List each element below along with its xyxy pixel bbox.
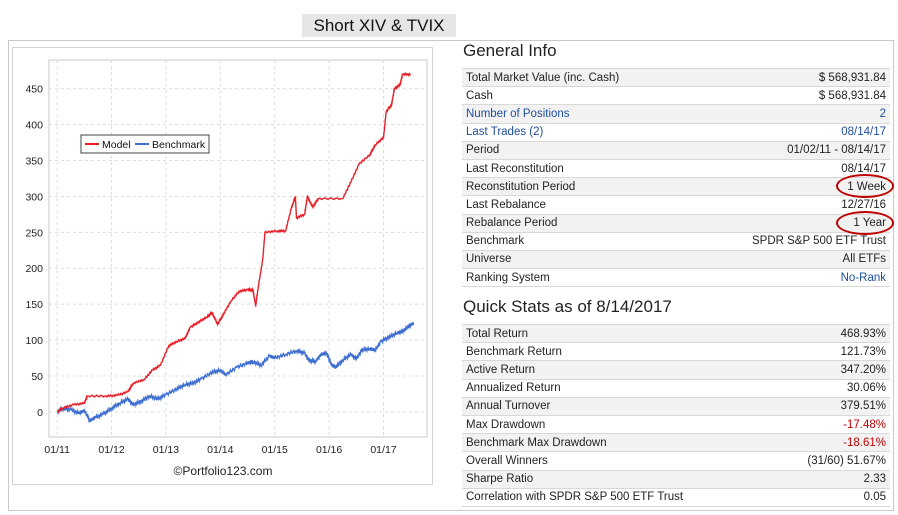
x-tick-label: 01/16 [316, 444, 342, 456]
info-label-overall-winners: Overall Winners [462, 451, 772, 470]
info-label-last-rebalance: Last Rebalance [462, 195, 690, 214]
info-label-max-drawdown: Max Drawdown [462, 414, 772, 434]
info-label-rebalance-period: Rebalance Period [462, 213, 690, 233]
info-row-total-market-value-inc-cash: Total Market Value (inc. Cash) $ 568,931.… [462, 67, 890, 87]
info-row-max-drawdown: Max Drawdown -17.48% [462, 414, 890, 434]
info-row-benchmark-return: Benchmark Return 121.73% [462, 342, 890, 361]
y-tick-label: 350 [25, 156, 43, 168]
x-tick-label: 01/13 [153, 444, 179, 456]
info-row-cash: Cash $ 568,931.84 [462, 86, 890, 105]
info-row-universe: Universe All ETFs [462, 249, 890, 269]
info-row-overall-winners: Overall Winners (31/60) 51.67% [462, 451, 890, 470]
x-tick-label: 01/14 [207, 444, 233, 456]
info-value-cash: $ 568,931.84 [689, 86, 890, 105]
x-tick-label: 01/15 [262, 444, 288, 456]
info-label-reconstitution-period: Reconstitution Period [462, 177, 690, 196]
info-row-correlation-with-spdr-s-p-500-etf-trust: Correlation with SPDR S&P 500 ETF Trust 0… [462, 487, 890, 507]
info-value-overall-winners: (31/60) 51.67% [771, 451, 890, 470]
info-label-benchmark-max-drawdown: Benchmark Max Drawdown [462, 433, 772, 452]
info-value-annual-turnover: 379.51% [771, 396, 890, 416]
series-line-benchmark [56, 322, 415, 424]
info-row-last-trades-2: Last Trades (2) 08/14/17 [462, 122, 890, 142]
info-row-last-reconstitution: Last Reconstitution 08/14/17 [462, 158, 890, 178]
plot-area [48, 59, 428, 438]
y-tick-label: 0 [37, 407, 43, 419]
info-label-last-reconstitution: Last Reconstitution [462, 158, 690, 178]
highlight-circle-reconstitution-period [836, 174, 894, 199]
legend-label-benchmark: Benchmark [152, 139, 206, 151]
series-line-model [56, 71, 412, 414]
info-row-last-rebalance: Last Rebalance 12/27/16 [462, 195, 890, 214]
x-tick-label: 01/12 [98, 444, 124, 456]
quick-stats-table: Total Return 468.93% Benchmark Return 121.7… [462, 323, 890, 507]
info-value-last-trades-2[interactable]: 08/14/17 [689, 122, 890, 142]
info-value-benchmark: SPDR S&P 500 ETF Trust [689, 231, 890, 251]
report-frame [8, 40, 894, 511]
info-value-benchmark-return: 121.73% [771, 342, 890, 361]
info-label-number-of-positions[interactable]: Number of Positions [462, 104, 690, 124]
y-tick-label: 300 [25, 191, 43, 203]
info-row-sharpe-ratio: Sharpe Ratio 2.33 [462, 469, 890, 489]
info-value-ranking-system[interactable]: No-Rank [689, 268, 890, 288]
info-label-annual-turnover: Annual Turnover [462, 396, 772, 416]
x-tick-label: 01/17 [370, 444, 396, 456]
info-value-number-of-positions[interactable]: 2 [689, 104, 890, 124]
info-label-period: Period [462, 140, 690, 160]
performance-chart: 0 50 100 150 200 250 300 350 400 450 01/11 01/12 01/… [25, 59, 428, 478]
info-value-universe: All ETFs [689, 249, 890, 269]
info-row-annualized-return: Annualized Return 30.06% [462, 378, 890, 398]
info-value-benchmark-max-drawdown: -18.61% [771, 433, 890, 452]
info-row-annual-turnover: Annual Turnover 379.51% [462, 396, 890, 416]
info-value-period: 01/02/11 - 08/14/17 [689, 140, 890, 160]
info-row-ranking-system: Ranking System No-Rank [462, 268, 890, 288]
info-value-last-reconstitution: 08/14/17 [689, 158, 890, 178]
info-label-benchmark: Benchmark [462, 231, 690, 251]
info-value-last-rebalance: 12/27/16 [689, 195, 890, 214]
info-value-max-drawdown: -17.48% [771, 414, 890, 434]
info-label-ranking-system: Ranking System [462, 268, 690, 288]
performance-chart-panel: 0 50 100 150 200 250 300 350 400 450 01/11 01/12 01/… [12, 47, 433, 485]
legend-label-model: Model [102, 139, 131, 151]
info-row-period: Period 01/02/11 - 08/14/17 [462, 140, 890, 160]
y-tick-label: 100 [25, 335, 43, 347]
info-value-active-return: 347.20% [771, 360, 890, 380]
y-tick-label: 250 [25, 227, 43, 239]
info-row-rebalance-period: Rebalance Period 1 Year [462, 213, 890, 233]
y-tick-label: 400 [25, 120, 43, 132]
info-label-total-market-value-inc-cash: Total Market Value (inc. Cash) [462, 67, 690, 87]
general-info-heading: General Info [463, 41, 557, 60]
y-tick-label: 200 [25, 263, 43, 275]
info-label-total-return: Total Return [462, 323, 772, 343]
info-value-correlation-with-spdr-s-p-500-etf-trust: 0.05 [771, 487, 890, 507]
quick-stats-heading: Quick Stats as of 8/14/2017 [463, 297, 672, 316]
x-tick-label: 01/11 [44, 444, 70, 456]
info-row-number-of-positions: Number of Positions 2 [462, 104, 890, 124]
info-label-annualized-return: Annualized Return [462, 378, 772, 398]
y-tick-label: 50 [31, 371, 43, 383]
y-tick-label: 450 [25, 84, 43, 96]
info-label-cash: Cash [462, 86, 690, 105]
info-label-last-trades-2[interactable]: Last Trades (2) [462, 122, 690, 142]
info-value-annualized-return: 30.06% [771, 378, 890, 398]
info-label-active-return: Active Return [462, 360, 772, 380]
info-label-benchmark-return: Benchmark Return [462, 342, 772, 361]
highlight-circle-rebalance-period [836, 210, 894, 235]
info-label-universe: Universe [462, 249, 690, 269]
info-value-total-return: 468.93% [771, 323, 890, 343]
chart-legend: Model Benchmark [80, 134, 210, 154]
info-row-reconstitution-period: Reconstitution Period 1 Week [462, 177, 890, 196]
info-row-benchmark: Benchmark SPDR S&P 500 ETF Trust [462, 231, 890, 251]
general-info-table: Total Market Value (inc. Cash) $ 568,931.… [462, 67, 890, 288]
info-value-sharpe-ratio: 2.33 [771, 469, 890, 489]
info-row-benchmark-max-drawdown: Benchmark Max Drawdown -18.61% [462, 433, 890, 452]
page-title: Short XIV & TVIX [302, 14, 456, 37]
info-row-total-return: Total Return 468.93% [462, 323, 890, 343]
info-row-active-return: Active Return 347.20% [462, 360, 890, 380]
info-label-sharpe-ratio: Sharpe Ratio [462, 469, 772, 489]
info-value-total-market-value-inc-cash: $ 568,931.84 [689, 67, 890, 87]
chart-credit: ©Portfolio123.com [174, 464, 273, 478]
y-tick-label: 150 [25, 299, 43, 311]
info-label-correlation-with-spdr-s-p-500-etf-trust: Correlation with SPDR S&P 500 ETF Trust [462, 487, 772, 507]
